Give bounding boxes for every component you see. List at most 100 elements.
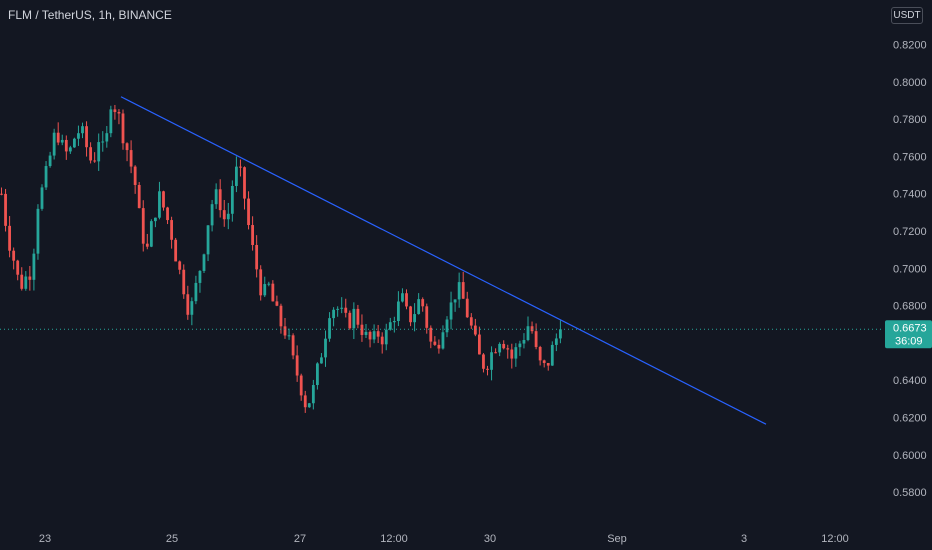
candle-body (530, 326, 534, 332)
candle-body (307, 403, 311, 408)
candle-body (141, 208, 145, 244)
candle-body (267, 283, 271, 285)
candle-body (425, 306, 429, 328)
candle-body (283, 326, 287, 336)
candle-body (465, 298, 469, 318)
candle-body (105, 133, 109, 142)
candle-body (178, 261, 182, 270)
candle-body (251, 225, 254, 246)
candle-body (340, 307, 344, 309)
price-tick-label: 0.6000 (893, 450, 927, 462)
candle-body (97, 142, 101, 162)
candle-body (376, 331, 380, 337)
candle-body (182, 269, 186, 295)
candle-body (506, 348, 510, 350)
candle-body (186, 294, 190, 315)
candle-body (388, 322, 392, 330)
candle-body (243, 167, 246, 199)
time-tick-label: 12:00 (821, 533, 849, 545)
price-tick-label: 0.7400 (893, 189, 927, 201)
candle-body (417, 299, 421, 315)
symbol-title[interactable]: FLM / TetherUS, 1h, BINANCE (8, 8, 172, 22)
candle-body (247, 198, 250, 226)
candle-body (372, 331, 376, 340)
price-axis[interactable]: 0.8200 0.8000 0.7800 0.7600 0.7400 0.7200 0.70… (893, 40, 927, 500)
candle-body (550, 344, 554, 366)
candle-body (554, 338, 558, 345)
candle-body (101, 141, 105, 143)
current-price-label: 0.6673 36:09 (885, 320, 932, 349)
candle-body (113, 109, 117, 113)
candle-body (0, 193, 3, 195)
candle-body (441, 332, 445, 349)
price-tick-label: 0.6800 (893, 301, 927, 313)
candle-body (384, 329, 388, 345)
price-tick-label: 0.8200 (893, 40, 927, 52)
candle-body (429, 327, 433, 342)
candle-body (311, 385, 315, 404)
candle-body (534, 331, 538, 348)
candles-layer (0, 104, 562, 413)
candle-body (93, 160, 97, 162)
candle-body (397, 301, 400, 322)
candle-body (299, 375, 303, 396)
candle-body (73, 138, 76, 148)
candle-body (409, 306, 412, 323)
candle-body (482, 354, 485, 369)
candle-body (348, 312, 352, 329)
candle-body (518, 343, 522, 348)
candle-body (52, 132, 56, 156)
current-price-value: 0.6673 (893, 322, 927, 334)
currency-unit-badge[interactable]: USDT (891, 7, 923, 24)
candle-body (522, 340, 526, 344)
candle-body (271, 283, 275, 302)
candle-body (380, 336, 384, 345)
candle-body (324, 338, 327, 358)
candle-body (162, 191, 165, 208)
candle-body (255, 245, 259, 270)
candle-body (364, 331, 368, 335)
time-axis[interactable]: 23 25 27 12:00 30 Sep 3 12:00 (39, 533, 849, 545)
candle-body (190, 301, 194, 315)
price-tick-label: 0.7000 (893, 263, 927, 275)
candle-body (559, 329, 562, 339)
candle-body (145, 243, 149, 247)
candle-body (117, 112, 121, 114)
candle-body (401, 293, 404, 302)
candle-body (125, 143, 129, 151)
candle-body (77, 133, 80, 139)
candle-body (287, 335, 291, 337)
candle-body (44, 166, 48, 188)
candle-body (137, 184, 141, 209)
candle-body (352, 308, 356, 329)
candle-body (392, 321, 396, 323)
candle-body (230, 185, 234, 214)
candle-body (60, 139, 64, 143)
candle-body (36, 208, 40, 254)
candle-body (20, 274, 24, 289)
candle-body (356, 308, 360, 325)
candle-countdown: 36:09 (895, 335, 923, 347)
price-tick-label: 0.5800 (893, 487, 927, 499)
candle-body (210, 204, 214, 226)
candle-body (275, 301, 279, 306)
candle-body (320, 357, 323, 364)
price-tick-label: 0.7800 (893, 114, 927, 126)
price-tick-label: 0.7200 (893, 226, 927, 238)
candle-body (490, 352, 493, 370)
candle-body (16, 260, 20, 275)
candle-body (295, 355, 299, 376)
candle-body (202, 254, 206, 271)
time-tick-label: 30 (484, 533, 496, 545)
candle-body (64, 139, 68, 152)
candle-body (502, 343, 506, 349)
time-tick-label: 23 (39, 533, 51, 545)
price-tick-label: 0.8000 (893, 77, 927, 89)
trendline[interactable] (120, 96, 767, 425)
candle-body (437, 344, 441, 349)
candle-body (360, 324, 364, 335)
time-tick-label: 27 (294, 533, 306, 545)
candle-body (405, 293, 408, 307)
candle-body (457, 282, 461, 300)
